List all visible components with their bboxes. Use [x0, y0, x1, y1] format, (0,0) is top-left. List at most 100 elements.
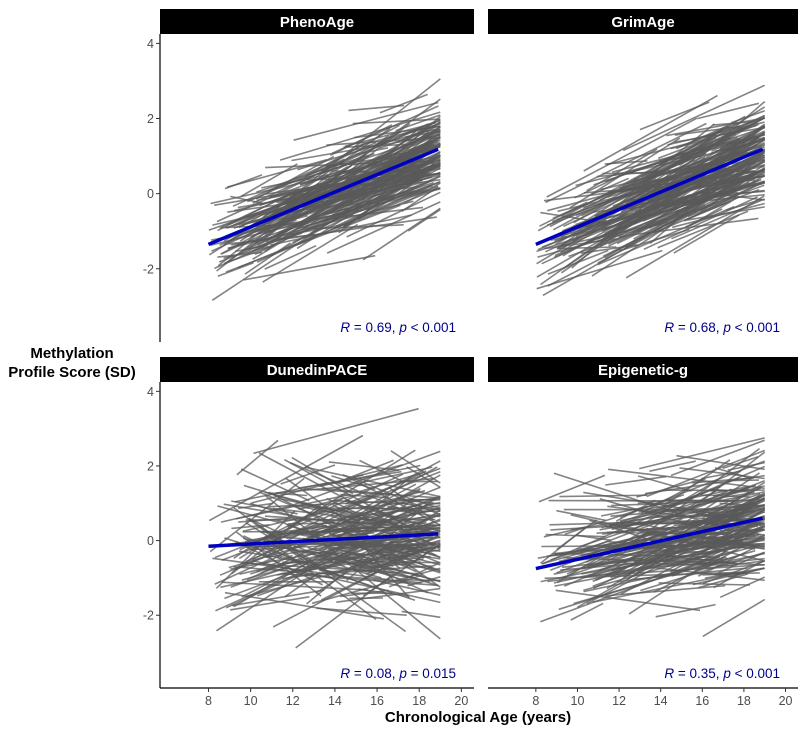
individual-lines: [537, 437, 766, 638]
individual-trajectory: [667, 164, 711, 183]
individual-trajectory: [601, 508, 689, 529]
individual-trajectory: [275, 477, 434, 494]
individual-trajectory: [280, 464, 336, 485]
stat-r-value: = 0.35,: [674, 666, 723, 681]
individual-trajectory: [262, 223, 359, 283]
individual-trajectory: [676, 156, 765, 190]
individual-trajectory: [713, 559, 766, 589]
individual-trajectory: [217, 262, 254, 277]
individual-trajectory: [331, 475, 376, 491]
stat-p-value: < 0.001: [731, 320, 780, 335]
individual-trajectory: [608, 468, 765, 490]
individual-trajectory: [700, 487, 762, 514]
individual-trajectory: [265, 216, 437, 243]
individual-trajectory: [311, 460, 441, 531]
individual-trajectory: [668, 484, 757, 512]
individual-trajectory: [726, 492, 766, 514]
individual-trajectory: [330, 120, 441, 215]
individual-trajectory: [370, 135, 441, 176]
individual-trajectory: [542, 476, 740, 565]
y-tick-label: 2: [147, 112, 154, 126]
individual-trajectory: [308, 534, 434, 572]
individual-trajectory: [288, 450, 441, 508]
individual-trajectory: [304, 119, 441, 178]
individual-trajectory: [555, 589, 701, 612]
individual-trajectory: [554, 204, 682, 257]
individual-trajectory: [575, 141, 765, 216]
individual-trajectory: [719, 576, 766, 599]
y-axis-title-line1: Methylation: [30, 345, 113, 362]
individual-trajectory: [640, 551, 765, 592]
regression-line: [208, 532, 439, 548]
individual-trajectory: [732, 506, 766, 522]
stat-p-value: = 0.015: [407, 666, 456, 681]
stat-r-label: R: [664, 666, 674, 681]
individual-trajectory: [255, 155, 335, 200]
individual-trajectory: [329, 514, 420, 544]
individual-trajectory: [604, 160, 648, 165]
individual-trajectory: [293, 101, 439, 141]
x-tick-label: 18: [737, 694, 751, 708]
individual-trajectory: [724, 171, 766, 196]
individual-trajectory: [297, 141, 387, 171]
individual-trajectory: [238, 517, 292, 523]
individual-trajectory: [226, 185, 323, 229]
stat-r-value: = 0.68,: [674, 320, 723, 335]
stat-r-value: = 0.69,: [350, 320, 399, 335]
individual-trajectory: [543, 525, 590, 538]
individual-trajectory: [727, 125, 766, 156]
individual-trajectory: [253, 520, 288, 537]
individual-trajectory: [379, 93, 428, 114]
individual-trajectory: [719, 164, 765, 173]
stat-p-value: < 0.001: [731, 666, 780, 681]
individual-trajectory: [280, 557, 331, 565]
panel-title: DunedinPACE: [267, 362, 368, 379]
individual-trajectory: [595, 189, 651, 216]
individual-trajectory: [679, 121, 741, 148]
stat-p-value: < 0.001: [407, 320, 456, 335]
individual-trajectory: [286, 524, 334, 540]
individual-trajectory: [268, 131, 401, 200]
individual-trajectory: [306, 498, 435, 605]
individual-trajectory: [231, 524, 270, 530]
individual-trajectory: [284, 573, 319, 598]
individual-trajectory: [395, 114, 441, 132]
individual-trajectory: [214, 494, 375, 559]
individual-trajectory: [341, 552, 429, 594]
panel-strip: [160, 357, 474, 382]
individual-trajectory: [231, 223, 349, 246]
individual-trajectory: [355, 563, 402, 572]
individual-trajectory: [243, 484, 361, 522]
y-tick-label: -2: [143, 262, 154, 276]
individual-trajectory: [373, 579, 441, 596]
panel-strip: [488, 9, 798, 34]
individual-trajectory: [561, 166, 739, 247]
x-tick-label: 12: [612, 694, 626, 708]
x-tick-label: 12: [286, 694, 300, 708]
individual-trajectory: [264, 515, 385, 525]
individual-trajectory: [335, 459, 394, 484]
individual-trajectory: [270, 154, 441, 198]
individual-trajectory: [693, 546, 727, 562]
individual-trajectory: [388, 507, 441, 511]
individual-trajectory: [561, 221, 668, 247]
individual-trajectory: [331, 507, 441, 535]
individual-trajectory: [264, 494, 441, 640]
panel-title: Epigenetic-g: [598, 362, 688, 379]
individual-trajectory: [406, 466, 441, 488]
individual-trajectory: [252, 188, 370, 260]
individual-trajectory: [231, 589, 325, 607]
individual-trajectory: [712, 121, 752, 126]
individual-trajectory: [377, 542, 441, 554]
individual-trajectory: [705, 560, 765, 570]
individual-trajectory: [697, 102, 760, 120]
individual-lines: [536, 84, 766, 297]
panel-phenoage: PhenoAge -2 0 2 4 R = 0.69, p < 0.001: [143, 9, 474, 342]
stat-r-label: R: [340, 320, 350, 335]
individual-trajectory: [576, 524, 725, 608]
stat-p-label: p: [722, 320, 731, 335]
individual-trajectory: [303, 565, 432, 576]
individual-trajectory: [326, 201, 441, 254]
individual-trajectory: [724, 494, 766, 518]
individual-trajectory: [714, 467, 752, 480]
